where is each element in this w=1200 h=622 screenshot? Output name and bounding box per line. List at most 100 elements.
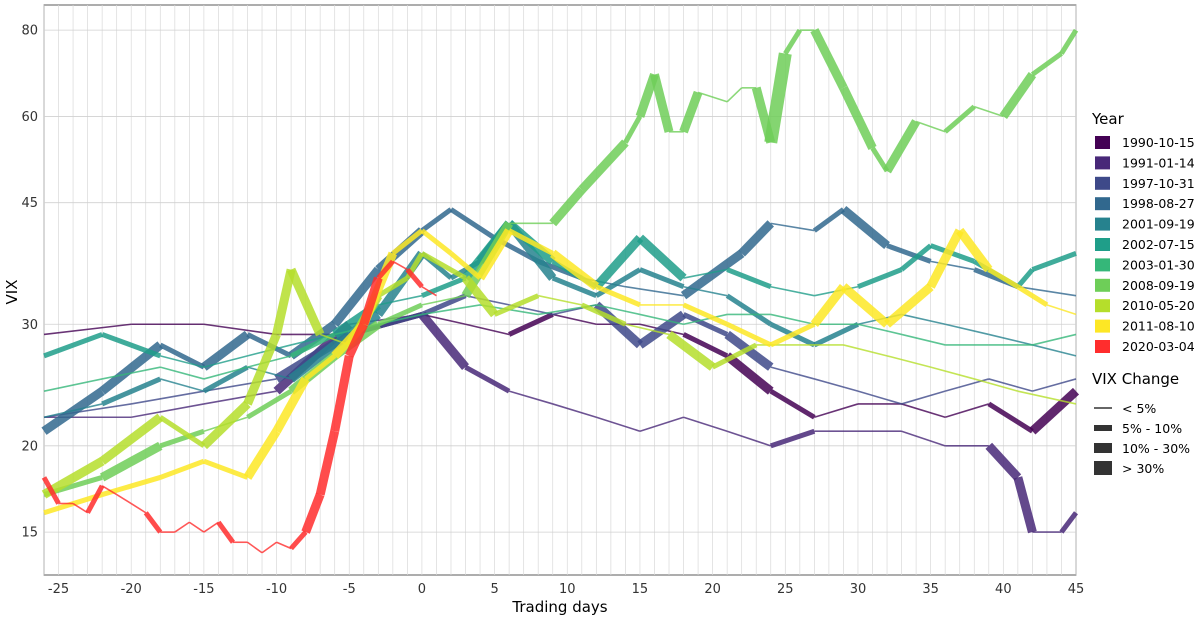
y-tick-label: 60 (21, 110, 38, 125)
series-segment (261, 541, 278, 554)
series-segment (160, 355, 205, 368)
series-segment (770, 366, 815, 380)
series-segment (596, 304, 641, 316)
series-1990-10-15 (43, 312, 1080, 435)
series-segment (247, 541, 263, 554)
series-segment (770, 285, 815, 297)
series-segment (203, 458, 249, 480)
series-segment (956, 227, 993, 273)
series-segment (770, 313, 815, 326)
legend-year-title: Year (1091, 110, 1125, 128)
series-segment (901, 333, 946, 346)
series-segment (131, 403, 205, 419)
series-segment (738, 220, 774, 257)
series-segment (43, 403, 103, 419)
series-segment (203, 521, 219, 533)
series-segment (99, 441, 163, 482)
y-tick-label: 30 (21, 318, 38, 333)
series-segment (449, 207, 496, 241)
series-segment (43, 378, 103, 392)
x-tick-label: 35 (922, 582, 939, 597)
series-segment (203, 323, 277, 336)
legend-label: 1990-10-15 (1122, 135, 1195, 150)
y-tick-labels: 15 20 30 45 60 80 (21, 24, 38, 541)
series-segment (1059, 28, 1079, 55)
series-segment (276, 541, 292, 550)
legend-label: 1997-10-31 (1122, 176, 1195, 191)
series-segment (552, 403, 597, 419)
series-segment (203, 366, 248, 380)
series-segment (943, 104, 976, 134)
series-segment (315, 430, 340, 496)
x-tick-labels: -25 -20 -15 -10 -5 0 5 10 15 20 25 30 35 40 45 (48, 582, 1084, 597)
legend-swatch (1095, 197, 1110, 211)
series-segment (926, 228, 964, 289)
series-segment (580, 302, 627, 327)
series-segment (886, 243, 932, 264)
legend-swatch (1095, 238, 1110, 251)
series-segment (1016, 284, 1049, 308)
series-segment (101, 366, 161, 380)
series-segment (174, 521, 190, 533)
series-segment (1017, 285, 1077, 297)
series-segment (857, 267, 903, 290)
series-segment (272, 268, 296, 336)
series-segment (810, 28, 848, 90)
series-segment (420, 293, 467, 317)
series-segment (203, 390, 277, 405)
series-segment (595, 284, 641, 308)
series-segment (272, 376, 310, 434)
series-segment (304, 353, 337, 381)
series-segment (682, 302, 729, 327)
series-segment (203, 378, 277, 392)
series-segment (289, 530, 308, 551)
series-segment (462, 275, 499, 318)
y-tick-label: 20 (21, 439, 38, 454)
series-segment (301, 492, 325, 534)
series-segment (377, 275, 409, 298)
y-tick-label: 45 (21, 196, 38, 211)
x-tick-label: -25 (48, 582, 69, 597)
legend-change-title: VIX Change (1092, 370, 1179, 388)
legend: Year 1990-10-15 1991-01-14 1997-10-31 1998-… (1091, 110, 1195, 476)
series-segment (405, 267, 424, 289)
legend-swatch (1095, 278, 1110, 292)
x-tick-label: -20 (121, 582, 142, 597)
series-segment (1032, 344, 1077, 357)
series-segment (814, 403, 859, 419)
legend-swatch (1095, 258, 1110, 272)
series-segment (552, 313, 597, 326)
series-segment (420, 275, 467, 298)
series-segment (420, 228, 453, 256)
series-segment (592, 234, 644, 290)
x-tick-label: 20 (704, 582, 721, 597)
series-segment (636, 234, 687, 282)
series-segment (1029, 387, 1080, 435)
series-segment (944, 403, 990, 419)
series-segment (202, 364, 249, 394)
series-segment (764, 52, 792, 144)
series-segment (857, 323, 902, 336)
series-segment (726, 430, 772, 447)
series-segment (726, 267, 772, 290)
series-segment (216, 520, 235, 544)
series-segment (985, 442, 1022, 481)
series-segment (679, 90, 703, 134)
series-segment (377, 302, 423, 327)
legend-swatch (1095, 136, 1110, 149)
x-axis-title: Trading days (511, 598, 607, 616)
series-segment (769, 389, 816, 420)
series-segment (331, 266, 382, 328)
series-segment (421, 286, 437, 297)
series-segment (724, 352, 774, 395)
series-segment (160, 378, 205, 392)
x-tick-label: 40 (995, 582, 1012, 597)
series-segment (666, 330, 716, 371)
series-segment (288, 341, 338, 383)
series-segment (593, 301, 643, 349)
legend-label: 2002-07-15 (1122, 237, 1195, 252)
legend-label: 2001-09-19 (1122, 217, 1195, 232)
series-segment (682, 332, 729, 359)
x-tick-label: -5 (343, 582, 356, 597)
